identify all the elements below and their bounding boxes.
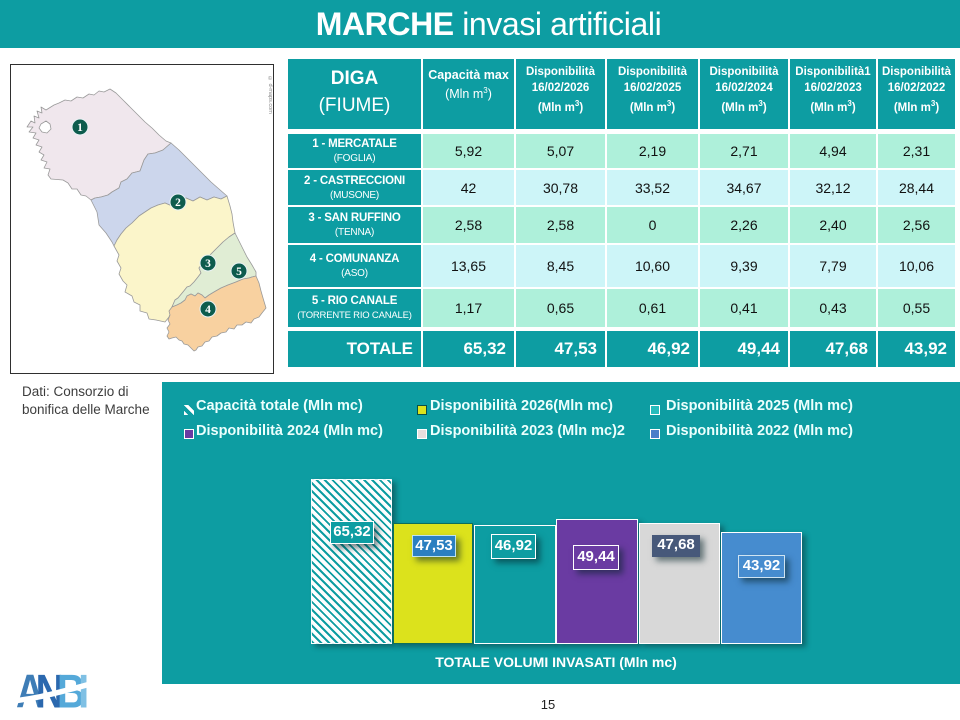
svg-text:2: 2 (175, 197, 181, 209)
svg-text:I: I (78, 671, 89, 713)
svg-text:4: 4 (205, 304, 211, 316)
svg-text:1: 1 (77, 122, 83, 134)
svg-text:5: 5 (236, 266, 242, 278)
svg-text:A: A (16, 671, 44, 713)
svg-text:3: 3 (205, 258, 211, 270)
